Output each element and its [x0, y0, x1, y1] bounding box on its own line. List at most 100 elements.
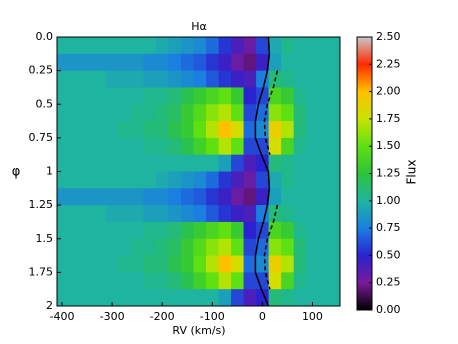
- heat-cell: [218, 104, 232, 122]
- heat-cell: [268, 238, 282, 257]
- heat-cell: [105, 272, 119, 290]
- heat-cell: [118, 238, 132, 257]
- heat-cell: [218, 87, 232, 105]
- heat-cell: [180, 53, 194, 72]
- heat-cell: [318, 154, 332, 172]
- heat-cell: [105, 238, 119, 257]
- heat-cell: [155, 137, 169, 156]
- heat-cell: [68, 70, 82, 88]
- heat-cell: [130, 87, 144, 105]
- heat-cell: [306, 221, 320, 240]
- heat-cell: [155, 154, 169, 172]
- y-tick-label: 1: [46, 165, 53, 178]
- heat-cell: [331, 121, 340, 139]
- heat-cell: [256, 121, 270, 139]
- heat-cell: [281, 37, 295, 55]
- heat-cell: [206, 87, 220, 105]
- heat-cell: [143, 238, 157, 257]
- heat-cell: [130, 53, 144, 72]
- heat-cell: [93, 221, 107, 240]
- heat-cell: [118, 53, 132, 72]
- heat-cell: [130, 221, 144, 240]
- heat-cell: [180, 272, 194, 290]
- heat-cell: [118, 188, 132, 206]
- heat-cell: [168, 121, 182, 139]
- heat-cell: [105, 53, 119, 72]
- heat-cell: [318, 272, 332, 290]
- colorbar-tick-label: 1.00: [376, 194, 401, 207]
- heat-cell: [118, 87, 132, 105]
- heat-cell: [243, 104, 257, 122]
- heat-cell: [293, 272, 307, 290]
- heat-cell: [155, 104, 169, 122]
- heat-cell: [80, 255, 94, 273]
- colorbar-tick-label: 0.75: [376, 221, 401, 234]
- heat-cell: [281, 272, 295, 290]
- heat-cell: [193, 87, 207, 105]
- heat-cell: [118, 221, 132, 240]
- heat-cell: [180, 121, 194, 139]
- heat-cell: [293, 104, 307, 122]
- heat-cell: [331, 221, 340, 240]
- heat-cell: [168, 171, 182, 189]
- heat-cell: [206, 289, 220, 306]
- heat-cell: [218, 221, 232, 240]
- heat-cell: [168, 154, 182, 172]
- heat-cell: [130, 205, 144, 223]
- heat-cell: [218, 53, 232, 72]
- heat-cell: [180, 238, 194, 257]
- heat-cell: [206, 188, 220, 206]
- heatmap: [57, 37, 340, 306]
- heat-cell: [168, 104, 182, 122]
- heat-cell: [243, 53, 257, 72]
- heat-cell: [318, 137, 332, 156]
- heat-cell: [168, 238, 182, 257]
- heat-cell: [105, 188, 119, 206]
- heat-cell: [206, 137, 220, 156]
- heat-cell: [68, 53, 82, 72]
- heat-cell: [118, 205, 132, 223]
- heat-cell: [268, 221, 282, 240]
- heat-cell: [93, 104, 107, 122]
- heat-cell: [143, 255, 157, 273]
- heat-cell: [105, 255, 119, 273]
- curve: [263, 70, 279, 290]
- heat-cell: [306, 137, 320, 156]
- heat-cell: [231, 121, 245, 139]
- heat-cell: [57, 37, 69, 55]
- heat-cell: [180, 289, 194, 306]
- x-tick-label: -100: [200, 310, 225, 323]
- heat-cell: [68, 255, 82, 273]
- heat-cell: [168, 205, 182, 223]
- heat-cell: [318, 104, 332, 122]
- heat-cell: [68, 272, 82, 290]
- heat-cell: [105, 171, 119, 189]
- heat-cell: [57, 121, 69, 139]
- heat-cell: [218, 188, 232, 206]
- heat-cell: [80, 37, 94, 55]
- heat-cell: [93, 289, 107, 306]
- heat-cell: [57, 188, 69, 206]
- heat-cell: [80, 137, 94, 156]
- heat-cell: [293, 70, 307, 88]
- heat-cell: [306, 289, 320, 306]
- heat-cell: [180, 154, 194, 172]
- heat-cell: [93, 205, 107, 223]
- y-tick-label: 0.5: [36, 97, 54, 110]
- heat-cell: [331, 255, 340, 273]
- heat-cell: [218, 70, 232, 88]
- heat-cell: [243, 255, 257, 273]
- heat-cell: [80, 272, 94, 290]
- heat-cell: [281, 70, 295, 88]
- heat-cell: [68, 289, 82, 306]
- heat-cell: [231, 154, 245, 172]
- heat-cell: [193, 37, 207, 55]
- heat-cell: [105, 70, 119, 88]
- heat-cell: [143, 104, 157, 122]
- heat-cell: [231, 238, 245, 257]
- heat-cell: [80, 188, 94, 206]
- heat-cell: [155, 53, 169, 72]
- x-tick-label: -400: [50, 310, 75, 323]
- heat-cell: [130, 238, 144, 257]
- heat-cell: [281, 221, 295, 240]
